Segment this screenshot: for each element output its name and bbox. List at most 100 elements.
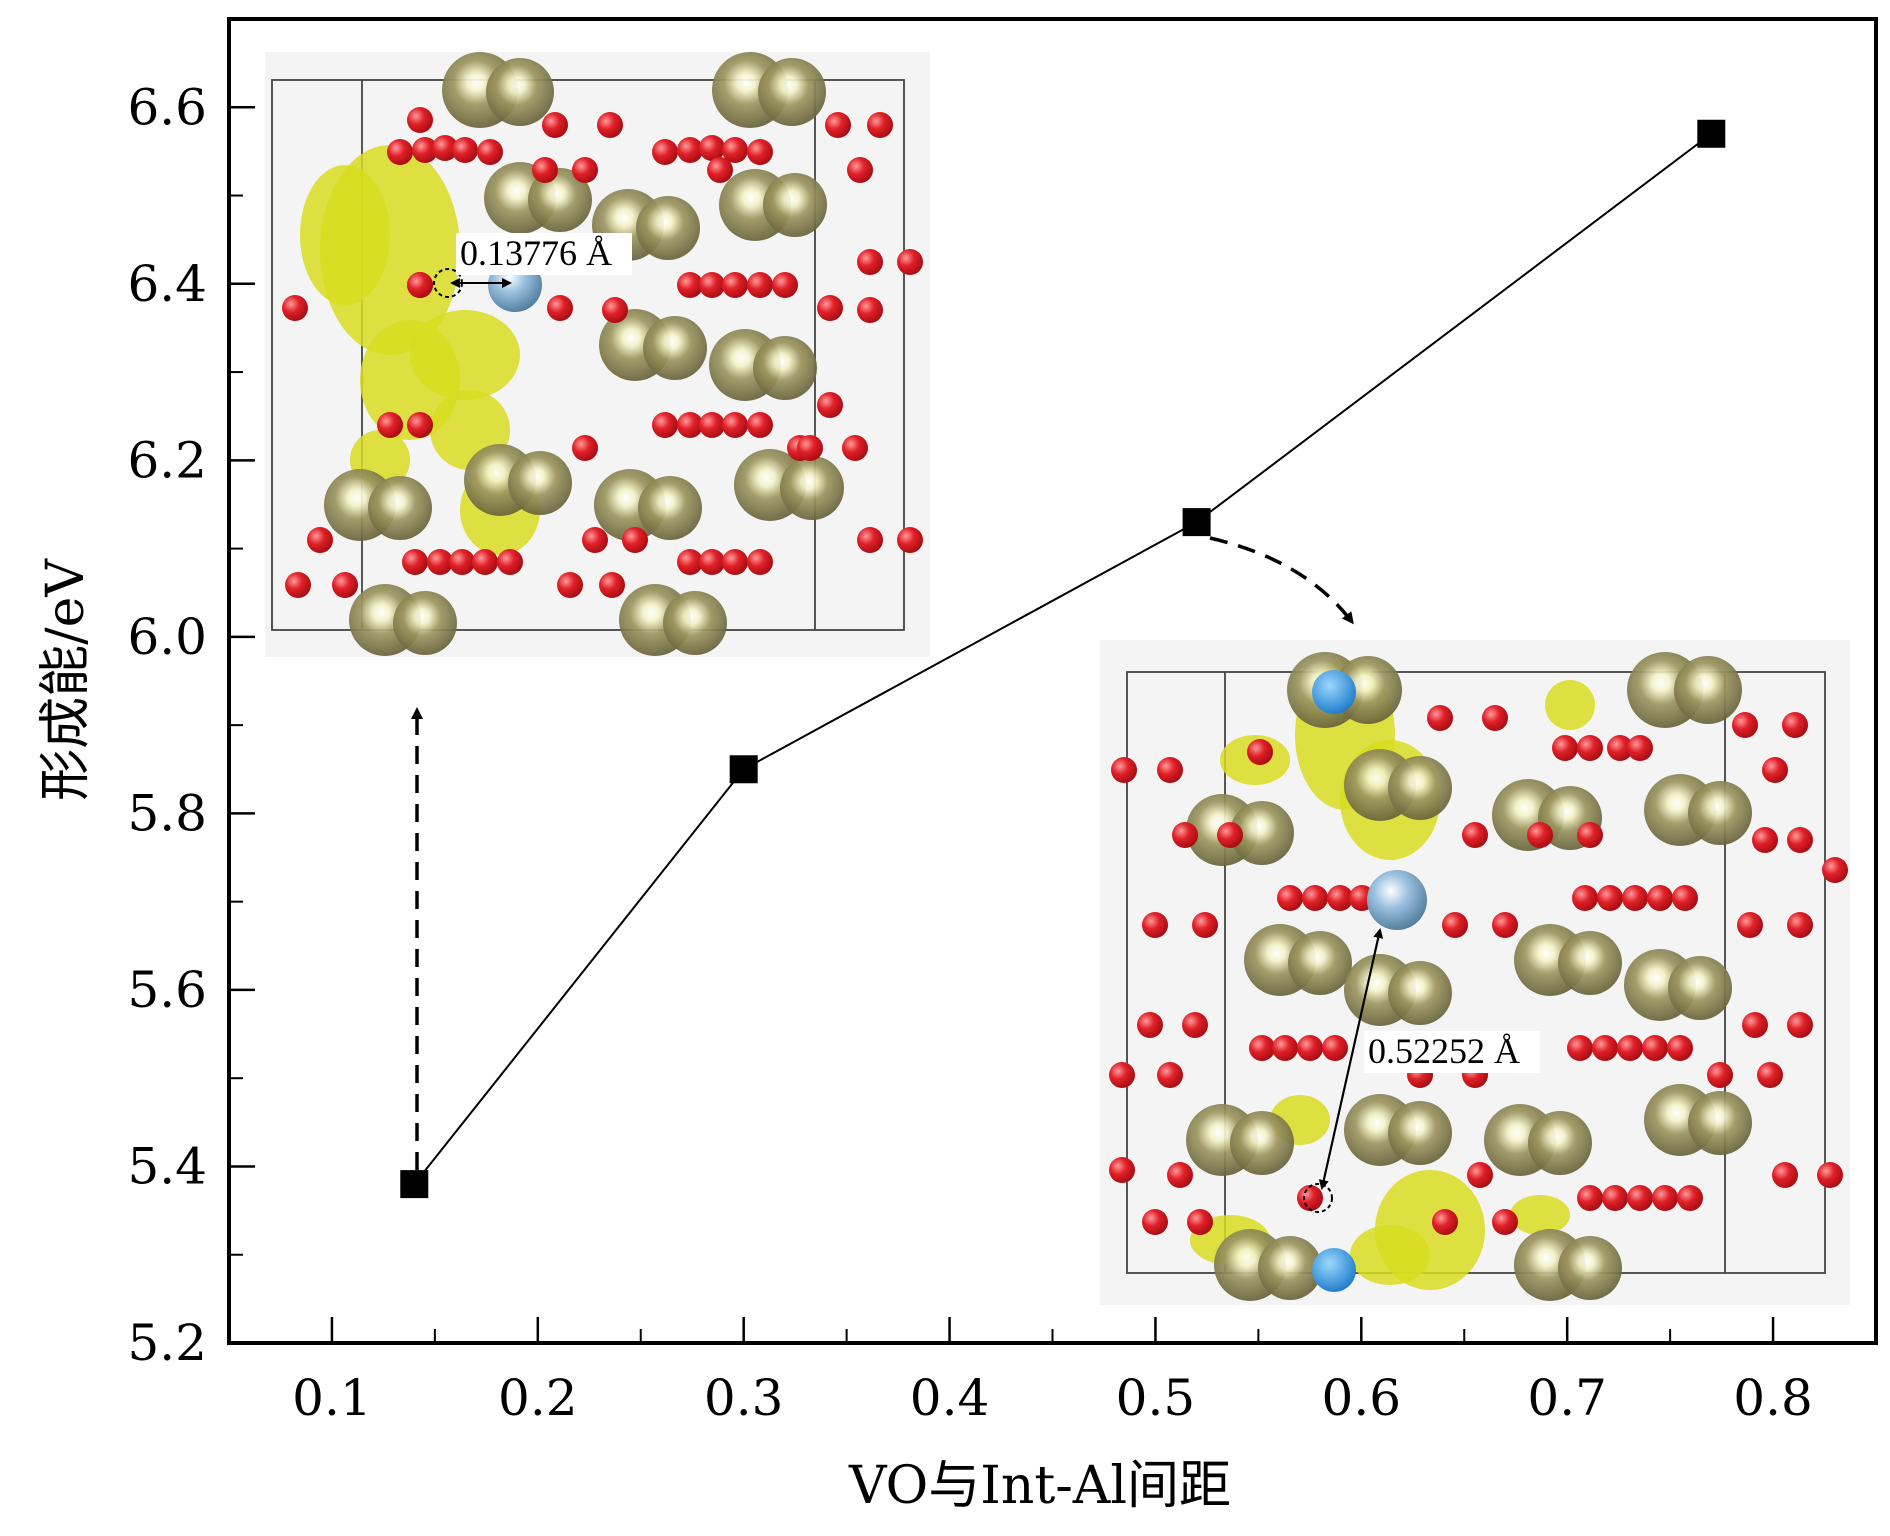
- isosurface-lobe: [1510, 1195, 1570, 1235]
- oxygen-atom: [557, 572, 583, 598]
- oxygen-atom: [1642, 1035, 1668, 1061]
- distance-label: 0.13776 Å: [460, 233, 612, 273]
- oxygen-atom: [407, 272, 433, 298]
- oxygen-atom: [407, 412, 433, 438]
- oxygen-atom: [817, 295, 843, 321]
- oxygen-atom: [1817, 1162, 1843, 1188]
- oxygen-atom: [1762, 757, 1788, 783]
- oxygen-atom: [1482, 705, 1508, 731]
- oxygen-atom: [1297, 1035, 1323, 1061]
- oxygen-atom: [1577, 735, 1603, 761]
- oxygen-atom: [857, 297, 883, 323]
- series-formation-energy: [400, 119, 1726, 1199]
- oxygen-atom: [707, 157, 733, 183]
- oxygen-atom: [867, 112, 893, 138]
- inset-structure-top-left: 0.13776 Å: [265, 52, 930, 657]
- oxygen-atom: [677, 137, 703, 163]
- oxygen-atom: [542, 112, 568, 138]
- oxygen-atom: [412, 137, 438, 163]
- oxygen-atom: [1111, 757, 1137, 783]
- aluminum-atom: [643, 316, 707, 380]
- oxygen-atom: [699, 549, 725, 575]
- oxygen-atom: [842, 435, 868, 461]
- oxygen-atom: [1492, 1209, 1518, 1235]
- oxygen-atom: [377, 412, 403, 438]
- aluminum-atom: [1674, 656, 1742, 724]
- oxygen-atom: [797, 435, 823, 461]
- oxygen-atom: [1667, 1035, 1693, 1061]
- oxygen-atom: [1432, 1209, 1458, 1235]
- x-tick-label: 0.2: [498, 1369, 578, 1427]
- oxygen-atom: [1492, 912, 1518, 938]
- oxygen-atom: [572, 157, 598, 183]
- oxygen-atom: [747, 549, 773, 575]
- aluminum-atom: [1388, 1101, 1452, 1165]
- oxygen-atom: [1732, 712, 1758, 738]
- oxygen-atom: [1782, 712, 1808, 738]
- aluminum-atom: [763, 173, 827, 237]
- oxygen-atom: [472, 549, 498, 575]
- oxygen-atom: [825, 112, 851, 138]
- oxygen-atom: [1622, 885, 1648, 911]
- aluminum-atom: [1668, 956, 1732, 1020]
- oxygen-atom: [1157, 757, 1183, 783]
- x-tick-label: 0.8: [1733, 1369, 1813, 1427]
- oxygen-atom: [1272, 1035, 1298, 1061]
- oxygen-atom: [599, 572, 625, 598]
- oxygen-atom: [387, 139, 413, 165]
- oxygen-atom: [1672, 885, 1698, 911]
- vacancy-marker: [1303, 1183, 1333, 1213]
- oxygen-atom: [1647, 885, 1673, 911]
- aluminum-atom: [758, 58, 826, 126]
- oxygen-atom: [1577, 1185, 1603, 1211]
- x-tick-label: 0.4: [910, 1369, 990, 1427]
- oxygen-atom: [1787, 1012, 1813, 1038]
- oxygen-atom: [897, 527, 923, 553]
- oxygen-atom: [1787, 912, 1813, 938]
- oxygen-atom: [1172, 822, 1198, 848]
- oxygen-atom: [1277, 885, 1303, 911]
- aluminum-atom: [1288, 931, 1352, 995]
- oxygen-atom: [1627, 1185, 1653, 1211]
- oxygen-atom: [1627, 735, 1653, 761]
- y-tick-label: 5.6: [127, 961, 207, 1019]
- oxygen-atom: [1157, 1062, 1183, 1088]
- interstitial-al-atom: [1312, 670, 1356, 714]
- oxygen-atom: [747, 272, 773, 298]
- oxygen-atom: [1597, 885, 1623, 911]
- oxygen-atom: [1442, 912, 1468, 938]
- oxygen-atom: [722, 549, 748, 575]
- oxygen-atom: [1567, 1035, 1593, 1061]
- distance-label: 0.52252 Å: [1368, 1031, 1520, 1071]
- oxygen-atom: [722, 137, 748, 163]
- oxygen-atom: [1297, 1185, 1323, 1211]
- inset-structure-bottom-right: 0.52252 Å: [1100, 640, 1850, 1305]
- aluminum-atom: [663, 591, 727, 655]
- oxygen-atom: [1427, 705, 1453, 731]
- isosurface-lobe: [300, 165, 390, 305]
- oxygen-atom: [1192, 912, 1218, 938]
- distance-arrow-back: [1321, 928, 1384, 1189]
- unit-cell-outline: [1126, 671, 1826, 1274]
- oxygen-atom: [452, 137, 478, 163]
- oxygen-atom: [1322, 1035, 1348, 1061]
- isosurface-lobe: [1545, 680, 1595, 730]
- oxygen-atom: [1822, 857, 1848, 883]
- data-point-marker: [1182, 508, 1211, 537]
- oxygen-atom: [432, 135, 458, 161]
- axis-ticks: [229, 18, 1775, 1345]
- oxygen-atom: [1552, 735, 1578, 761]
- aluminum-atom: [1558, 1236, 1622, 1300]
- aluminum-atom: [1688, 1091, 1752, 1155]
- oxygen-atom: [1607, 735, 1633, 761]
- oxygen-atom: [307, 527, 333, 553]
- oxygen-atom: [1592, 1035, 1618, 1061]
- oxygen-atom: [847, 157, 873, 183]
- x-tick-label: 0.3: [704, 1369, 784, 1427]
- oxygen-atom: [1302, 885, 1328, 911]
- aluminum-atom: [1688, 781, 1752, 845]
- x-tick-label: 0.1: [292, 1369, 372, 1427]
- interstitial-al-atom: [1367, 870, 1427, 930]
- oxygen-atom: [722, 412, 748, 438]
